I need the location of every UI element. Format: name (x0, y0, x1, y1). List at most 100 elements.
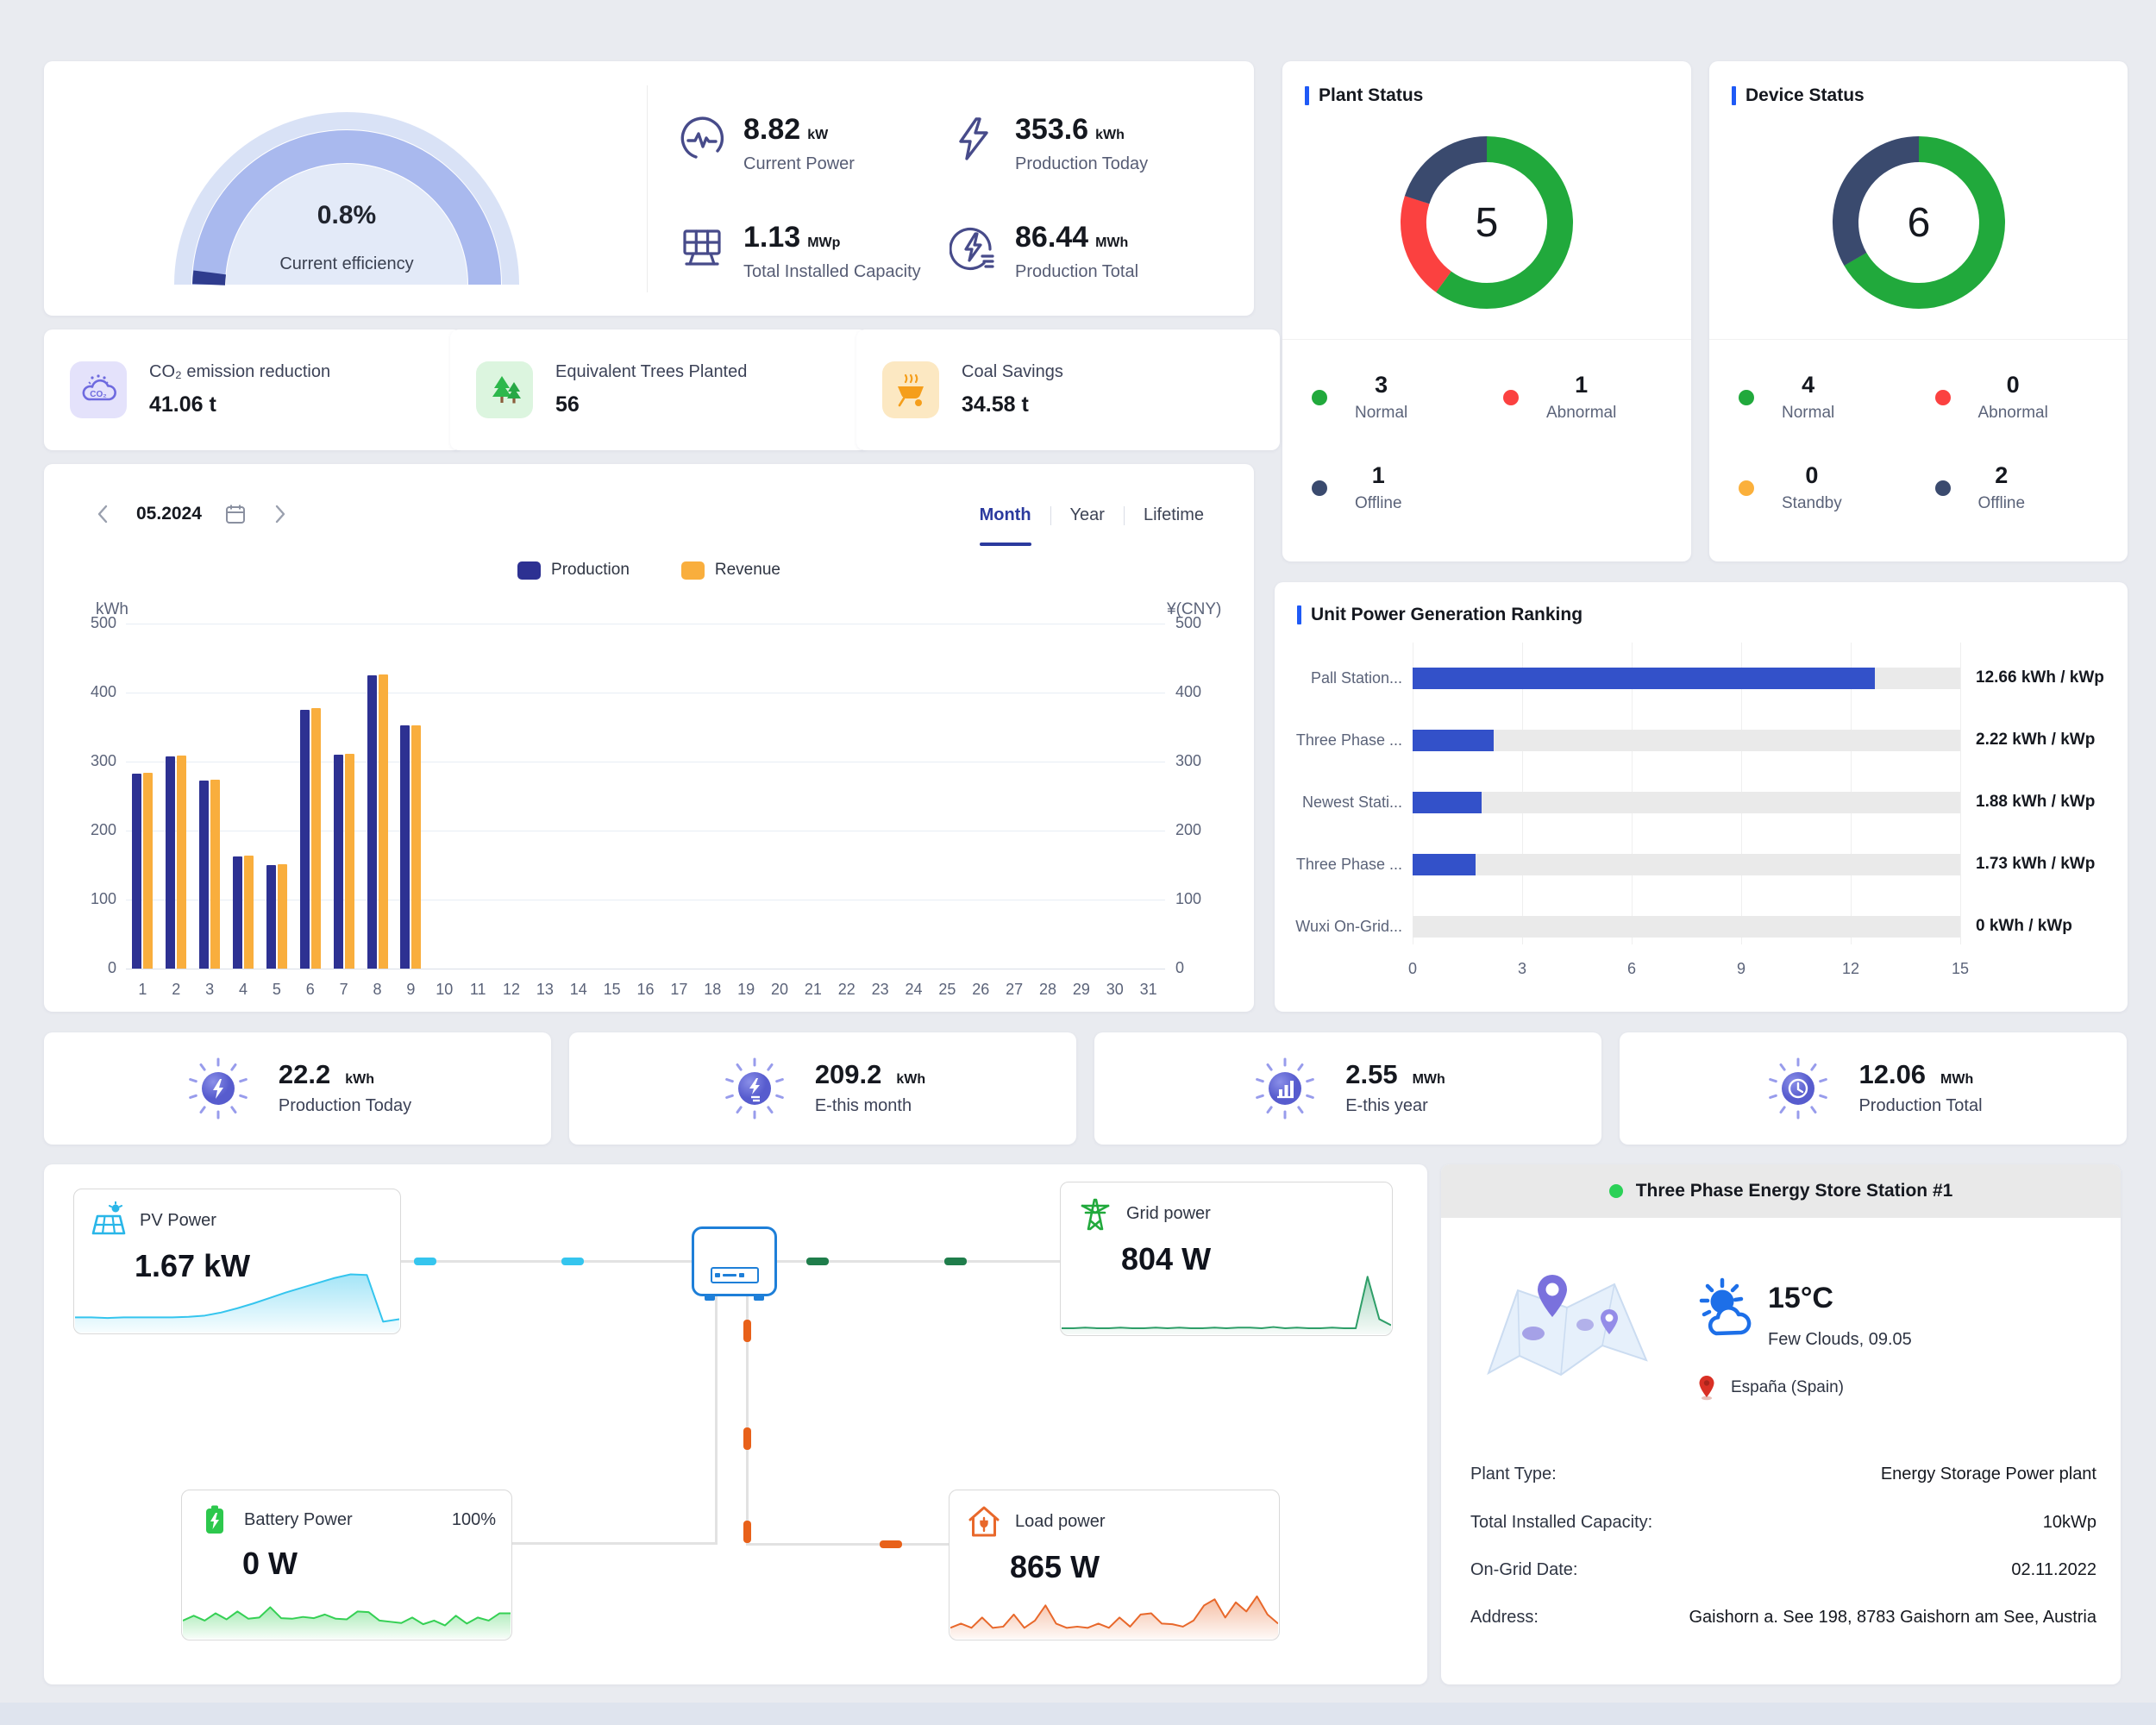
efficiency-gauge (174, 112, 519, 285)
ranking-tick: 9 (1736, 960, 1745, 977)
legend-text: 1 Offline (1355, 462, 1402, 513)
x-tick: 1 (138, 981, 147, 998)
tab-separator (1050, 505, 1051, 525)
day-slot (897, 624, 931, 969)
x-tick: 14 (569, 981, 587, 998)
x-tick: 30 (1106, 981, 1124, 998)
ranking-bar (1413, 667, 1875, 689)
x-tick: 28 (1039, 981, 1057, 998)
day-slot (1065, 624, 1099, 969)
ranking-tick: 0 (1407, 960, 1417, 977)
tab-year[interactable]: Year (1069, 505, 1105, 524)
legend-value: 0 (1805, 462, 1819, 488)
energy-flow-card: PV Power 1.67 kW Grid power 804 W (44, 1164, 1427, 1684)
y-tick-left: 100 (90, 890, 116, 907)
chart-legend: Production Revenue (44, 561, 1254, 580)
ranking-category-label: Three Phase ... (1295, 855, 1402, 873)
pulse-circle-icon (680, 116, 724, 159)
stat-current-power: 8.82 kW Current Power (678, 115, 855, 174)
tab-month[interactable]: Month (979, 505, 1031, 546)
legend-value: 4 (1802, 372, 1815, 398)
legend-text: 3 Normal (1355, 372, 1407, 423)
prev-period-button[interactable] (91, 503, 114, 525)
efficiency-label: Current efficiency (279, 254, 414, 273)
kpi-label: E-this month (814, 1096, 912, 1115)
x-tick: 19 (737, 981, 755, 998)
bar-pair (299, 708, 321, 969)
sun-chart-icon (1256, 1057, 1315, 1120)
legend-revenue[interactable]: Revenue (680, 561, 780, 580)
bar-pair (333, 754, 354, 969)
legend-text: 0 Abnormal (1978, 372, 2048, 423)
chart-bar (378, 674, 388, 969)
legend-production[interactable]: Production (517, 561, 630, 580)
legend-label: Offline (1355, 494, 1402, 512)
svg-text:CO₂: CO₂ (90, 390, 106, 399)
legend-label: Abnormal (1977, 404, 2048, 422)
divider (1282, 339, 1691, 340)
legend-label: Normal (1355, 404, 1408, 422)
day-slot (797, 624, 830, 969)
kpi-unit: MWh (1412, 1072, 1445, 1087)
day-slot (360, 624, 394, 969)
bolt-circle-icon (950, 227, 994, 270)
ranking-row: Three Phase ... 1.73 kWh / kWp (1275, 833, 2119, 895)
ranking-value-label: 1.88 kWh / kWp (1976, 793, 2096, 811)
panel-title-text: Plant Status (1319, 85, 1424, 105)
tab-lifetime[interactable]: Lifetime (1143, 505, 1204, 524)
calendar-button[interactable] (224, 503, 247, 525)
load-spark-chart (950, 1575, 1278, 1639)
ranking-bar-track (1413, 853, 1960, 875)
ranking-value-label: 2.22 kWh / kWp (1976, 731, 2096, 749)
grid-power-box: Grid power 804 W (1060, 1182, 1393, 1336)
day-slot (595, 624, 629, 969)
kpi-unit: kWh (345, 1072, 375, 1087)
chart-bar (344, 754, 354, 969)
day-slot (863, 624, 897, 969)
footer-strip (0, 1703, 2156, 1725)
left-axis-unit: kWh (96, 600, 128, 618)
status-legend-item: 4 Normal (1725, 372, 1921, 423)
status-legend-item: 0 Abnormal (1921, 372, 2118, 423)
stat-installed-capacity: 1.13 MWp Total Installed Capacity (678, 223, 921, 282)
ranking-category-label: Newest Stati... (1301, 793, 1402, 811)
y-tick-right: 200 (1175, 821, 1202, 838)
day-slot (1031, 624, 1065, 969)
eco-value: 41.06 t (149, 392, 216, 417)
day-slot (260, 624, 294, 969)
day-slot (964, 624, 998, 969)
next-period-button[interactable] (269, 503, 291, 525)
detail-row-address: Address: Gaishorn a. See 198, 8783 Gaish… (1470, 1608, 2096, 1628)
grid-wire (772, 1260, 1060, 1263)
legend-value: 2 (1995, 462, 2009, 488)
location-row: España (Spain) (1696, 1375, 1844, 1401)
chart-bar (277, 864, 287, 969)
legend-dot-icon (1739, 389, 1754, 405)
day-slot (529, 624, 562, 969)
battery-soc: 100% (451, 1509, 496, 1529)
production-chart-card: 05.2024 Month Year Lifetime Production (44, 464, 1254, 1012)
day-slot (495, 624, 529, 969)
x-tick: 15 (603, 981, 621, 998)
bar-pair (266, 864, 287, 969)
detail-label: Plant Type: (1470, 1465, 1557, 1484)
day-slot (730, 624, 763, 969)
legend-text: 2 Offline (1978, 462, 2026, 513)
eco-title: CO₂ emission reduction (149, 362, 331, 381)
chart-bar (210, 779, 221, 969)
day-slot (561, 624, 595, 969)
day-slot (1131, 624, 1165, 969)
legend-label: Abnormal (1546, 404, 1617, 422)
sun-bolt-icon (189, 1057, 248, 1120)
load-wire-vertical (746, 1291, 749, 1546)
x-tick: 22 (837, 981, 856, 998)
y-tick-left: 0 (107, 959, 116, 976)
pv-wire (399, 1260, 692, 1263)
ranking-value-label: 0 kWh / kWp (1976, 917, 2072, 935)
y-tick-left: 400 (90, 683, 116, 700)
legend-value: 3 (1375, 372, 1388, 398)
detail-row-grid-date: On-Grid Date: 02.11.2022 (1470, 1560, 2096, 1580)
ranking-value-label: 12.66 kWh / kWp (1976, 668, 2104, 687)
coal-cart-icon (882, 361, 939, 418)
revenue-swatch-icon (680, 561, 705, 580)
